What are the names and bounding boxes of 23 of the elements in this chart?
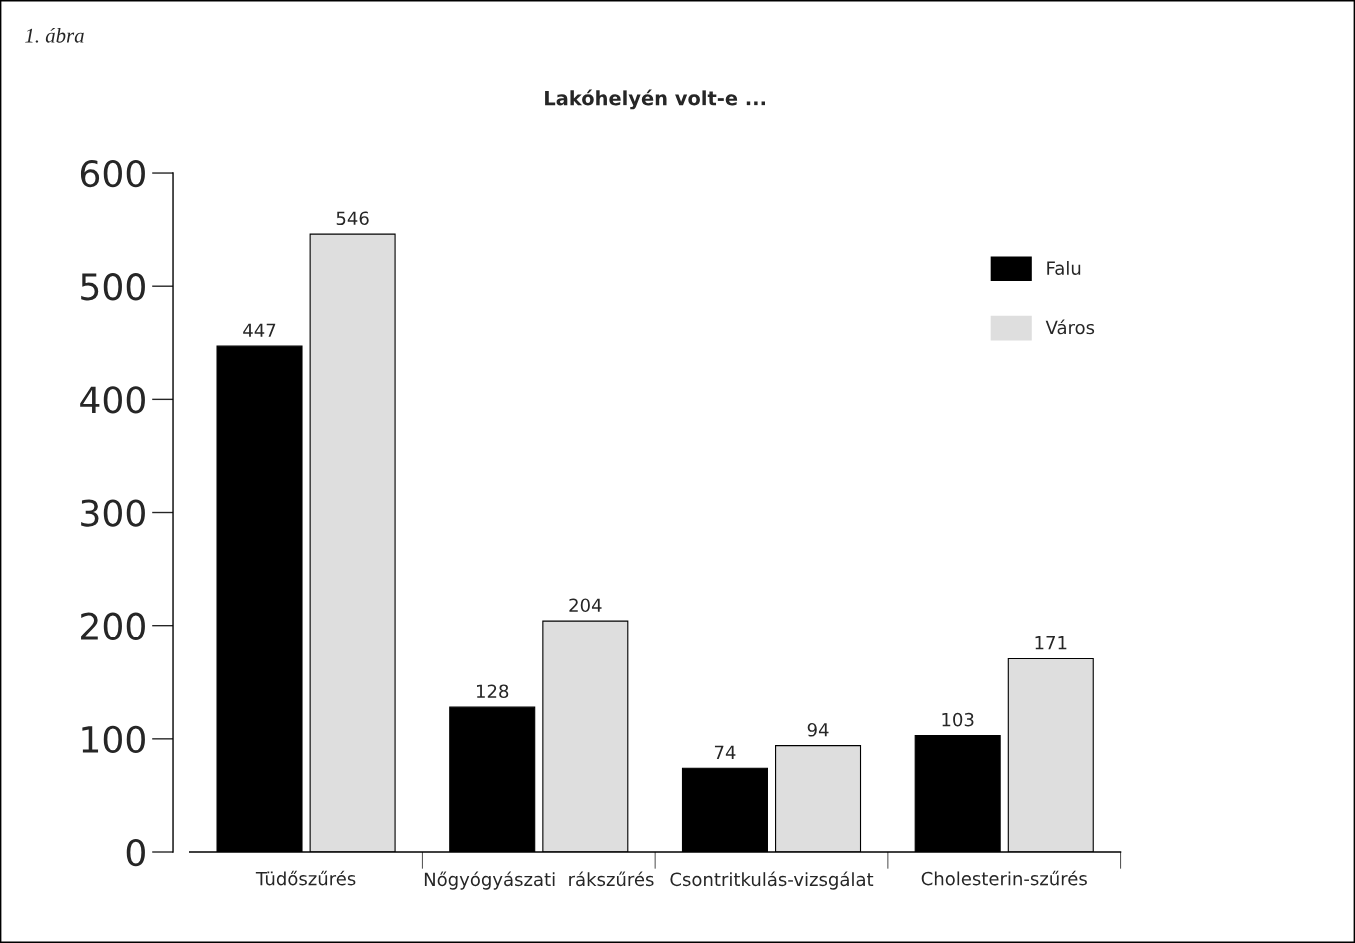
y-tick-label: 600 [80, 159, 145, 188]
x-tick-label: Nőgyógyászati rákszűrés [424, 871, 654, 890]
data-label: 103 [942, 712, 974, 727]
data-label: 171 [1035, 636, 1067, 650]
x-tick-label: Cholesterin-szűrés [921, 870, 1087, 886]
data-label: 204 [569, 598, 602, 613]
chart-title: Lakóhelyén volt-e ... [545, 89, 765, 110]
legend-label: Falu [1047, 260, 1081, 275]
data-label: 74 [714, 745, 736, 759]
y-tick-label: 300 [81, 499, 145, 527]
data-label: 94 [807, 722, 829, 737]
y-tick-label: 100 [82, 725, 145, 754]
text: 1. ábra [25, 27, 84, 43]
y-tick-label: 500 [81, 273, 145, 301]
y-tick-label: 400 [80, 386, 145, 414]
legend-label: Város [1045, 319, 1095, 335]
data-label: 128 [476, 684, 509, 699]
y-tick-label: 0 [126, 838, 145, 867]
data-label: 447 [243, 323, 276, 337]
data-label: 546 [336, 211, 369, 226]
x-tick-label: Tüdőszűrés [255, 870, 356, 886]
y-tick-label: 200 [81, 612, 145, 640]
x-tick-label: Csontritkulás-vizsgálat [670, 871, 874, 890]
